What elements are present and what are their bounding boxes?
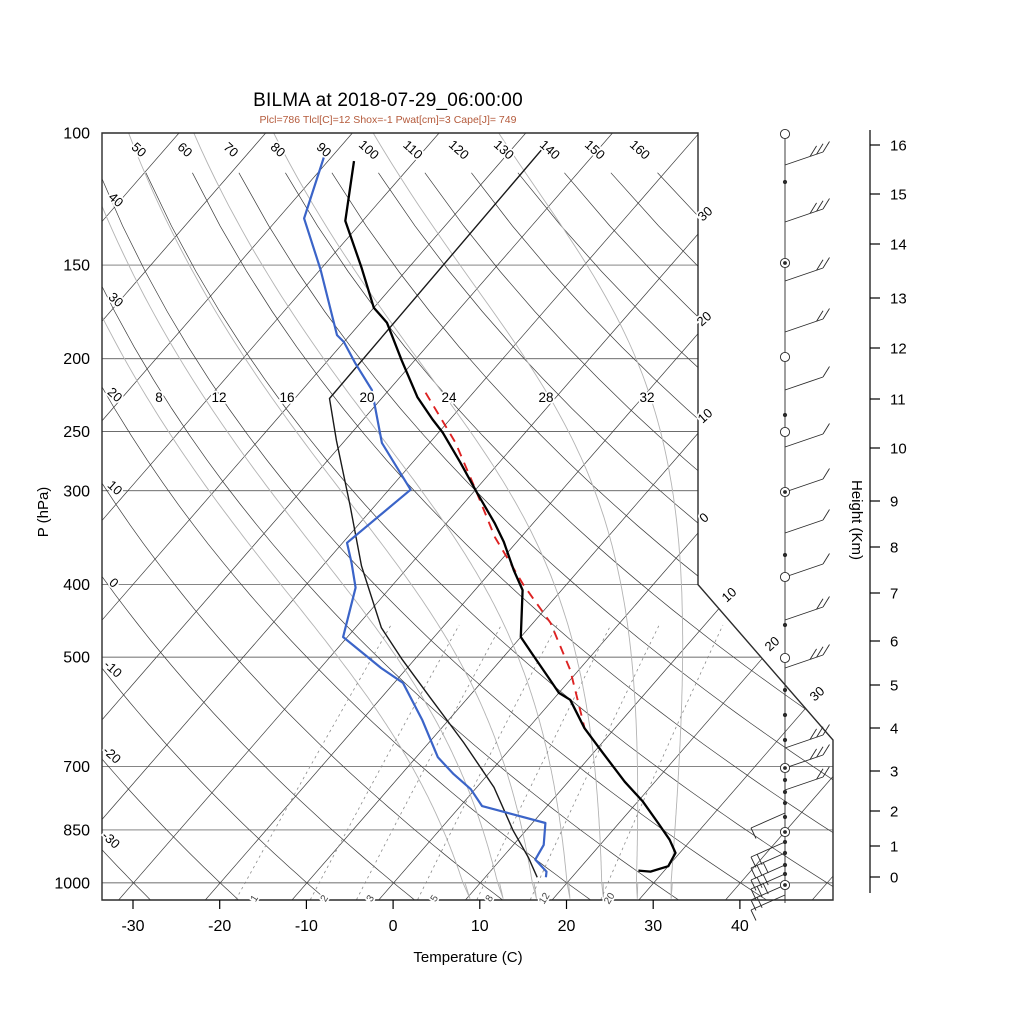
svg-text:50: 50 <box>129 139 150 160</box>
svg-text:16: 16 <box>279 390 294 405</box>
svg-text:7: 7 <box>890 586 898 603</box>
svg-text:1000: 1000 <box>54 875 90 892</box>
svg-text:20: 20 <box>558 918 576 935</box>
svg-text:3: 3 <box>365 893 378 904</box>
svg-text:20: 20 <box>694 308 715 329</box>
svg-text:10: 10 <box>719 584 740 605</box>
svg-text:250: 250 <box>63 424 90 441</box>
svg-text:60: 60 <box>175 139 196 160</box>
svg-text:-10: -10 <box>101 657 125 681</box>
svg-text:160: 160 <box>627 137 653 163</box>
svg-text:12: 12 <box>211 390 226 405</box>
svg-text:Temperature (C): Temperature (C) <box>413 949 522 966</box>
svg-text:120: 120 <box>446 137 472 163</box>
svg-text:30: 30 <box>106 289 127 310</box>
svg-text:150: 150 <box>582 137 608 163</box>
svg-text:20: 20 <box>762 633 783 654</box>
svg-text:1: 1 <box>890 839 898 856</box>
svg-text:8: 8 <box>890 540 898 557</box>
svg-text:200: 200 <box>63 351 90 368</box>
svg-text:4: 4 <box>890 721 898 738</box>
svg-text:24: 24 <box>441 390 457 405</box>
svg-text:110: 110 <box>400 137 425 162</box>
svg-text:6: 6 <box>890 634 898 651</box>
svg-text:3: 3 <box>890 764 898 781</box>
svg-text:30: 30 <box>807 683 828 704</box>
svg-text:-20: -20 <box>100 743 124 767</box>
svg-text:-10: -10 <box>295 918 318 935</box>
svg-text:11: 11 <box>890 392 906 409</box>
sounding-indices: Plcl=786 Tlcl[C]=12 Shox=-1 Pwat[cm]=3 C… <box>259 114 517 126</box>
svg-text:1: 1 <box>249 893 262 904</box>
svg-text:850: 850 <box>63 822 90 839</box>
svg-text:Height (Km): Height (Km) <box>848 480 865 560</box>
svg-text:10: 10 <box>890 441 907 458</box>
svg-text:32: 32 <box>639 390 654 405</box>
svg-text:70: 70 <box>221 139 242 160</box>
svg-text:-30: -30 <box>121 918 144 935</box>
svg-text:8: 8 <box>155 390 163 405</box>
svg-text:700: 700 <box>63 759 90 776</box>
secondary-profile-line <box>328 148 543 878</box>
svg-text:14: 14 <box>890 237 907 254</box>
svg-text:28: 28 <box>538 390 553 405</box>
svg-text:8: 8 <box>484 893 497 904</box>
svg-text:5: 5 <box>429 893 442 904</box>
svg-text:500: 500 <box>63 650 90 667</box>
svg-text:20: 20 <box>105 384 126 405</box>
svg-text:0: 0 <box>106 575 121 591</box>
svg-text:100: 100 <box>63 126 90 143</box>
svg-text:2: 2 <box>319 893 332 904</box>
svg-text:40: 40 <box>731 918 749 935</box>
pressure-axis: 100 150 200 250 300 400 500 700 850 1000 P (hPa) <box>35 126 90 893</box>
svg-text:20: 20 <box>602 891 617 907</box>
wind-barb-column <box>750 128 830 921</box>
svg-text:13: 13 <box>890 291 907 308</box>
svg-text:2: 2 <box>890 804 898 821</box>
svg-text:0: 0 <box>890 870 898 887</box>
dewpoint-curve <box>303 154 548 878</box>
svg-text:0: 0 <box>389 918 398 935</box>
svg-text:5: 5 <box>890 678 898 695</box>
svg-text:30: 30 <box>644 918 662 935</box>
svg-text:16: 16 <box>890 138 907 155</box>
svg-text:20: 20 <box>359 390 374 405</box>
svg-text:12: 12 <box>890 341 907 358</box>
temperature-axis: -30 -20 -10 0 10 20 30 40 Temperature (C) <box>121 900 749 966</box>
svg-text:12: 12 <box>537 891 552 907</box>
svg-text:10: 10 <box>471 918 489 935</box>
svg-text:140: 140 <box>537 137 563 163</box>
sounding-curves <box>303 148 677 878</box>
svg-text:9: 9 <box>890 494 898 511</box>
svg-text:P (hPa): P (hPa) <box>35 487 52 538</box>
svg-text:-20: -20 <box>208 918 231 935</box>
svg-text:15: 15 <box>890 187 907 204</box>
svg-text:130: 130 <box>491 137 517 163</box>
parcel-path-curve <box>424 392 586 729</box>
svg-text:80: 80 <box>268 139 289 160</box>
grid-labels: 50 60 70 80 90 100 110 120 130 140 150 160403020100… <box>97 135 829 908</box>
temperature-curve <box>344 160 677 873</box>
svg-text:150: 150 <box>63 258 90 275</box>
svg-text:300: 300 <box>63 483 90 500</box>
svg-text:40: 40 <box>106 189 127 210</box>
svg-text:400: 400 <box>63 577 90 594</box>
svg-text:10: 10 <box>105 477 126 498</box>
page-title: BILMA at 2018-07-29_06:00:00 <box>253 90 523 111</box>
